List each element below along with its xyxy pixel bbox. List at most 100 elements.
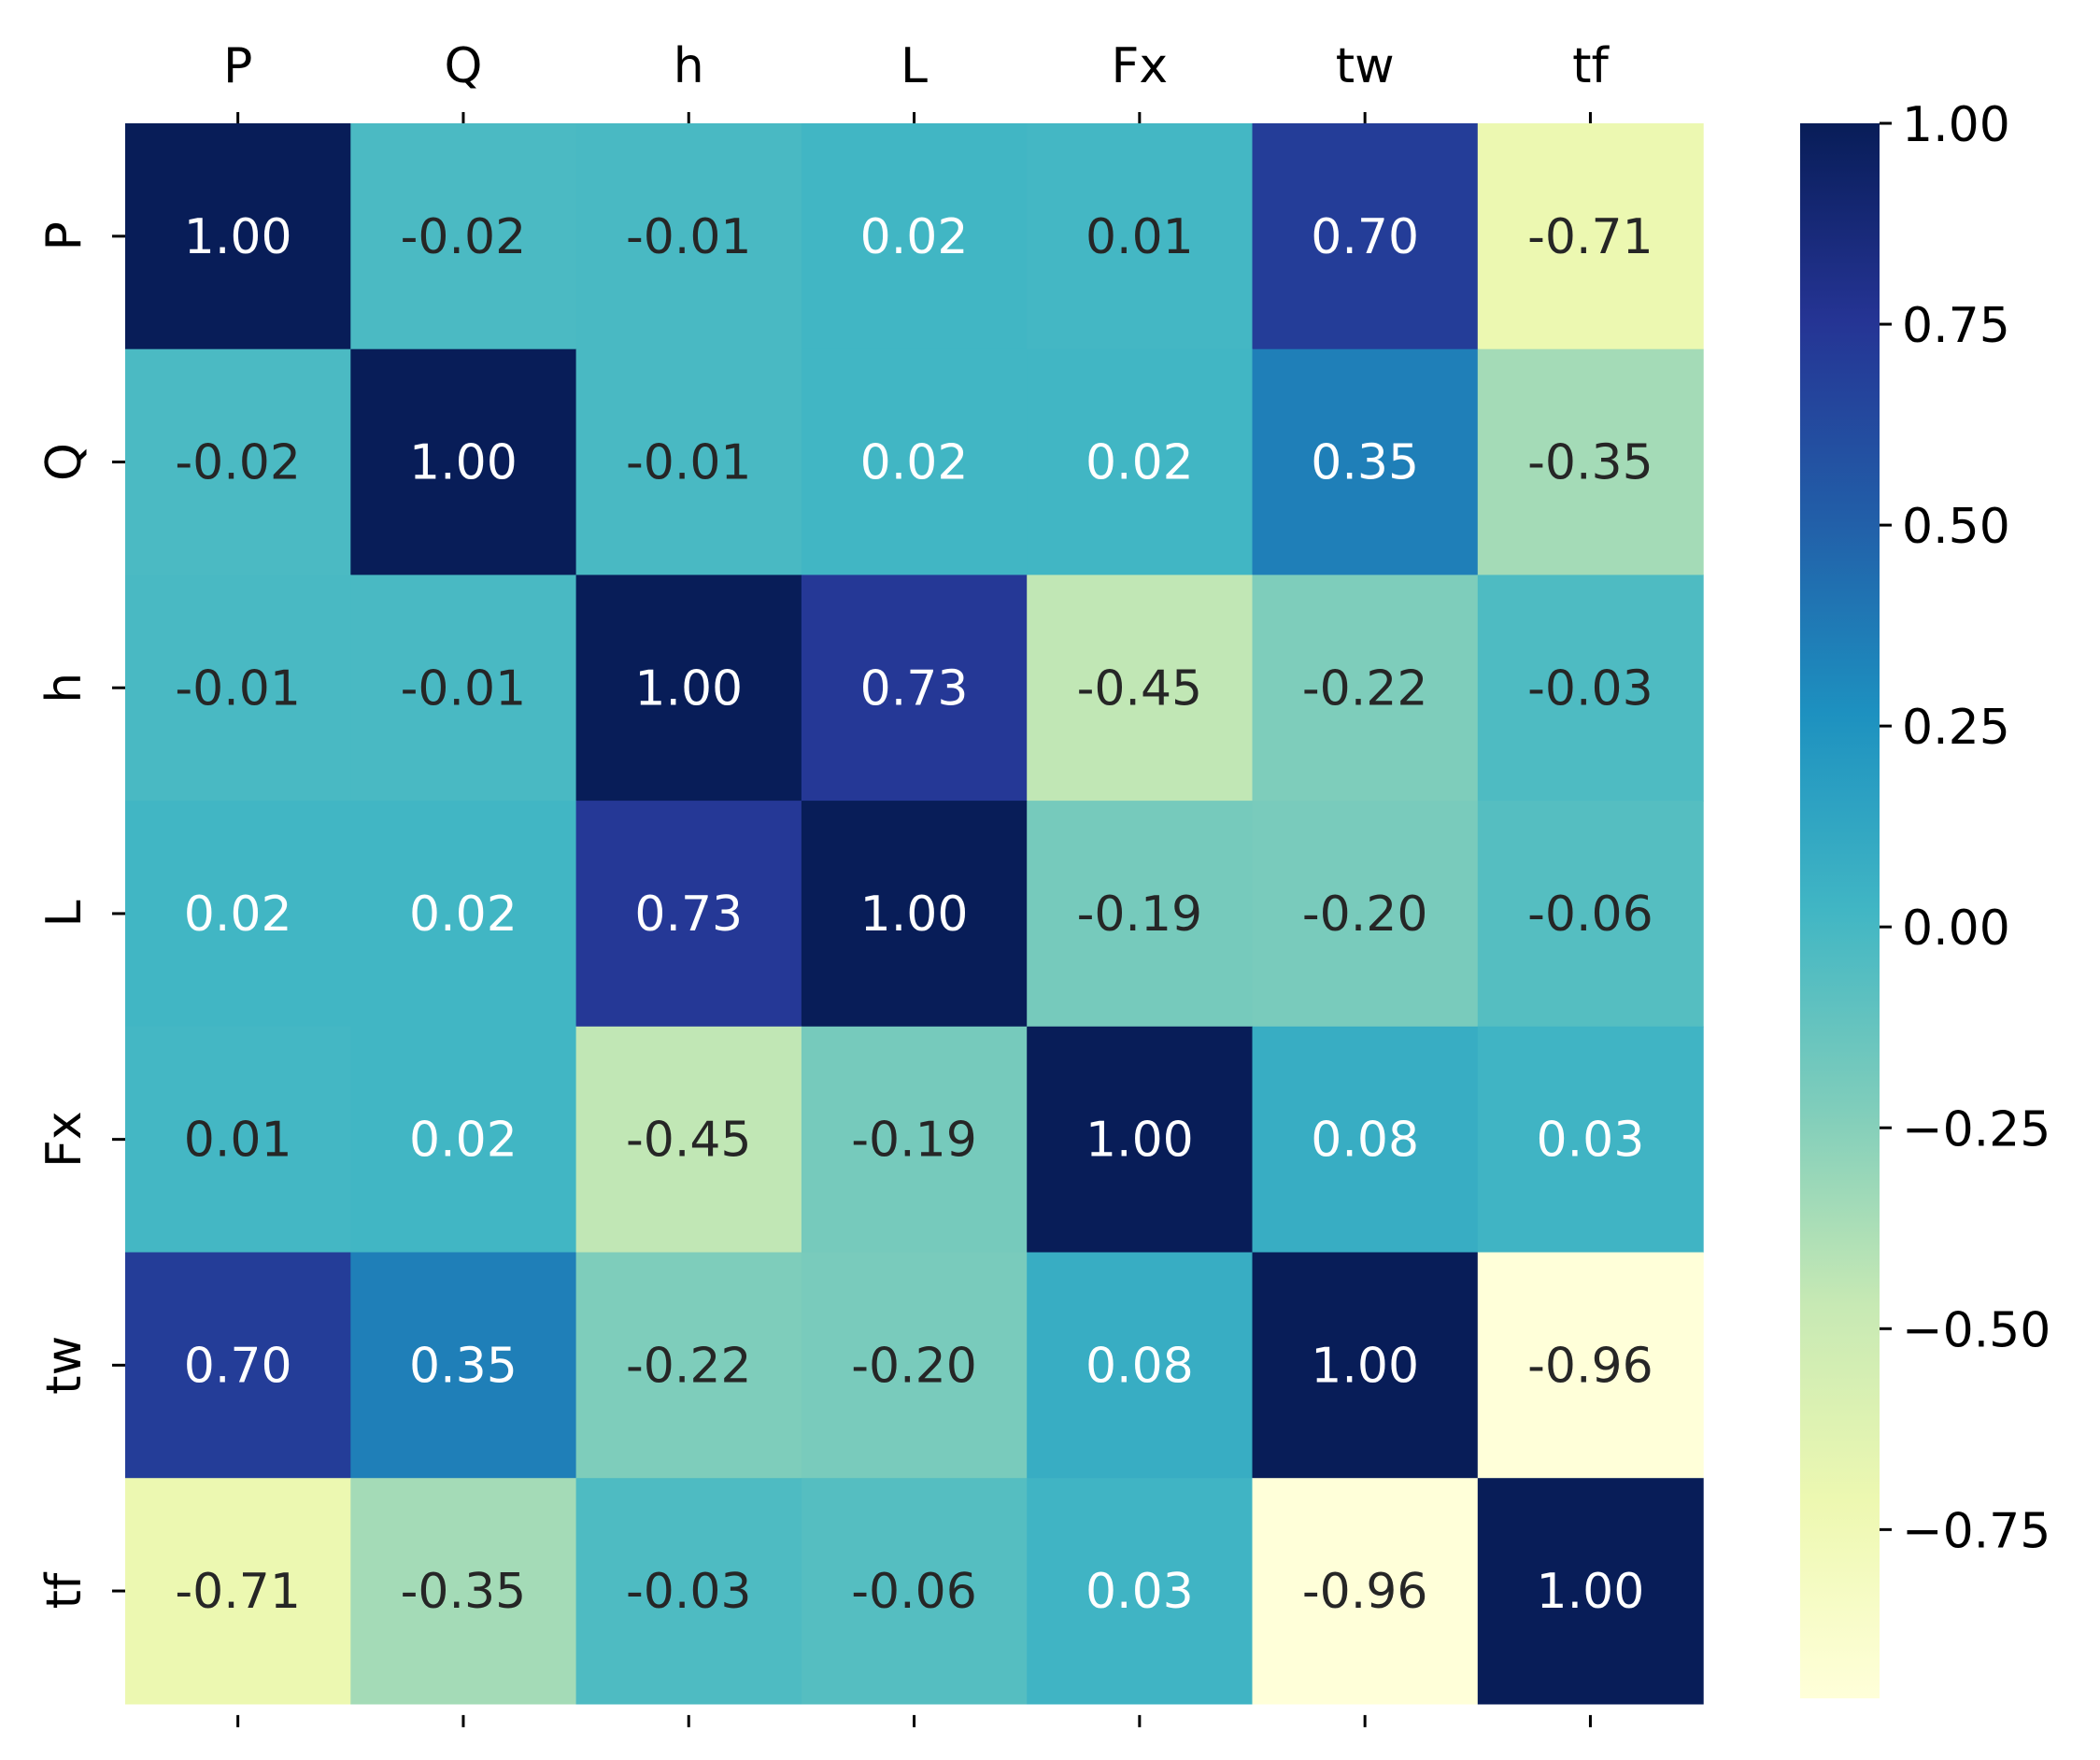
cell-annotation: -0.06 [1527,887,1653,943]
cell-annotation: 1.00 [184,209,292,265]
heatmap-cell-tf-Fx [1027,1478,1254,1705]
x-tick-label: Q [444,38,482,94]
cell-annotation: 0.02 [860,435,969,491]
x-tick-label: h [674,38,704,94]
heatmap-cell-tf-h [575,1478,802,1705]
heatmap-cell-P-h [575,123,802,350]
heatmap-cell-Q-Fx [1027,348,1254,575]
cell-annotation: -0.19 [851,1113,977,1169]
heatmap-cell-P-P [125,123,351,350]
heatmap-cell-L-Q [350,801,577,1028]
cell-annotation: 0.35 [1311,435,1419,491]
cell-annotation: -0.06 [851,1564,977,1620]
cell-annotation: -0.19 [1077,887,1203,943]
y-tick-label: tw [36,1336,92,1395]
cell-annotation: 0.03 [1085,1564,1194,1620]
heatmap-cell-tw-Fx [1027,1252,1254,1479]
heatmap-cell-tf-tf [1477,1478,1704,1705]
heatmap-cell-L-tw [1252,801,1479,1028]
heatmap-cell-P-L [801,123,1028,350]
y-tick-label: tf [36,1571,92,1609]
colorbar-tick-label: 0.50 [1902,499,2010,555]
heatmap-cell-tw-Q [350,1252,577,1479]
cell-annotation: 0.02 [409,887,518,943]
cell-annotation: 0.01 [184,1113,292,1169]
cell-annotation: 0.02 [1085,435,1194,491]
colorbar-tick-label: −0.50 [1902,1302,2050,1358]
cell-annotation: 0.03 [1537,1113,1645,1169]
heatmap-cell-h-Fx [1027,575,1254,802]
heatmap-cell-h-P [125,575,351,802]
cell-annotation: -0.01 [175,660,301,717]
cell-annotation: 1.00 [634,660,743,717]
heatmap-cell-P-tf [1477,123,1704,350]
heatmap-cell-h-tw [1252,575,1479,802]
cell-annotation: -0.71 [1527,209,1653,265]
cell-annotation: -0.20 [1302,887,1428,943]
cell-annotation: 0.73 [860,660,969,717]
colorbar-tick-label: −0.75 [1902,1503,2050,1559]
heatmap-cell-Q-Q [350,348,577,575]
heatmap-cell-L-L [801,801,1028,1028]
heatmap-cell-tw-h [575,1252,802,1479]
heatmap-cell-Q-P [125,348,351,575]
cell-annotation: -0.45 [626,1113,752,1169]
heatmap-cell-h-tf [1477,575,1704,802]
heatmap-cell-Fx-Fx [1027,1026,1254,1254]
heatmap-cell-h-Q [350,575,577,802]
colorbar-tick-label: 0.00 [1902,901,2010,957]
y-tick-label: h [36,673,92,703]
cell-annotation: 1.00 [1537,1564,1645,1620]
heatmap-cell-tw-tf [1477,1252,1704,1479]
cell-annotation: 0.02 [860,209,969,265]
heatmap-cell-Fx-tw [1252,1026,1479,1254]
y-tick-label: Fx [36,1111,92,1168]
heatmap-cell-tf-Q [350,1478,577,1705]
x-tick-label: tf [1572,38,1610,94]
cell-annotation: 0.73 [634,887,743,943]
heatmap-cell-tf-P [125,1478,351,1705]
cell-annotation: -0.02 [401,209,527,265]
heatmap-cell-P-Fx [1027,123,1254,350]
heatmap-cell-Q-h [575,348,802,575]
y-tick-label: L [36,900,92,927]
cell-annotation: -0.01 [401,660,527,717]
heatmap-cell-Fx-P [125,1026,351,1254]
cell-annotation: 0.70 [1311,209,1419,265]
heatmap-cell-tf-L [801,1478,1028,1705]
heatmap-cell-Q-L [801,348,1028,575]
cell-annotation: 0.02 [184,887,292,943]
cell-annotation: -0.96 [1527,1338,1653,1394]
colorbar-gradient [1800,123,1880,1698]
x-tick-label: tw [1336,38,1395,94]
colorbar-tick-label: 0.75 [1902,298,2010,354]
colorbar-tick-label: 1.00 [1902,97,2010,153]
heatmap-cells [125,123,1704,1705]
heatmap-cell-Fx-h [575,1026,802,1254]
heatmap-cell-Q-tf [1477,348,1704,575]
heatmap-cell-tw-tw [1252,1252,1479,1479]
heatmap-cell-tw-L [801,1252,1028,1479]
x-tick-label: Fx [1112,38,1169,94]
heatmap-cell-P-Q [350,123,577,350]
cell-annotation: -0.96 [1302,1564,1428,1620]
heatmap-cell-h-h [575,575,802,802]
heatmap-cell-L-Fx [1027,801,1254,1028]
cell-annotation: -0.20 [851,1338,977,1394]
cell-annotation: 0.01 [1085,209,1194,265]
cell-annotation: -0.71 [175,1564,301,1620]
cell-annotation: 1.00 [1311,1338,1419,1394]
cell-annotation: -0.35 [1527,435,1653,491]
heatmap-cell-Fx-tf [1477,1026,1704,1254]
heatmap-cell-L-P [125,801,351,1028]
heatmap-cell-Fx-Q [350,1026,577,1254]
heatmap-cell-Fx-L [801,1026,1028,1254]
heatmap-cell-P-tw [1252,123,1479,350]
cell-annotation: -0.22 [626,1338,752,1394]
cell-annotation: 0.08 [1085,1338,1194,1394]
cell-annotation: 0.35 [409,1338,518,1394]
cell-annotation: 1.00 [409,435,518,491]
x-tick-label: P [223,38,252,94]
